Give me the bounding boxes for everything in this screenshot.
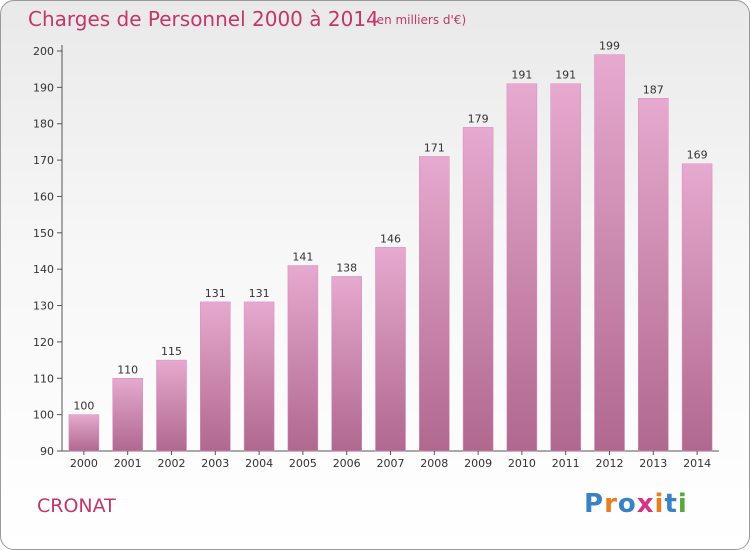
chart-title: Charges de Personnel 2000 à 2014 — [28, 7, 379, 31]
logo-letter: o — [617, 489, 637, 519]
data-label: 131 — [205, 287, 226, 300]
bar — [112, 378, 143, 452]
logo-letter: P — [584, 489, 605, 519]
data-label: 191 — [555, 69, 576, 82]
x-tick-label: 2006 — [333, 457, 361, 470]
proxiti-logo: Proxiti — [584, 489, 688, 519]
x-tick-label: 2012 — [596, 457, 624, 470]
bar — [594, 54, 625, 452]
x-tick-label: 2013 — [639, 457, 667, 470]
data-label: 146 — [380, 232, 401, 245]
x-tick-label: 2008 — [420, 457, 448, 470]
y-tick-label: 200 — [33, 45, 54, 58]
y-tick-label: 180 — [33, 118, 54, 131]
y-tick-label: 120 — [33, 336, 54, 349]
bar — [506, 83, 538, 452]
y-tick-label: 90 — [40, 445, 54, 458]
data-label: 191 — [511, 69, 532, 82]
data-label: 131 — [249, 287, 270, 300]
x-tick-label: 2003 — [201, 457, 229, 470]
logo-letter: i — [654, 489, 665, 519]
bar — [331, 276, 362, 452]
bar — [681, 163, 713, 452]
bar — [287, 265, 319, 452]
y-tick-label: 150 — [33, 227, 54, 240]
y-tick-label: 190 — [33, 81, 54, 94]
bar — [550, 83, 581, 452]
data-label: 115 — [161, 345, 182, 358]
y-tick-label: 170 — [33, 154, 54, 167]
bar — [68, 414, 100, 452]
bar — [375, 247, 406, 452]
chart-subtitle: (en milliers d'€) — [372, 13, 467, 27]
y-tick-label: 140 — [33, 263, 54, 276]
logo-letter: r — [604, 489, 618, 519]
x-tick-label: 2011 — [552, 457, 580, 470]
logo-letter: i — [677, 489, 688, 519]
x-tick-label: 2009 — [464, 457, 492, 470]
data-label: 171 — [424, 141, 445, 154]
data-label: 110 — [117, 363, 138, 376]
logo-letter: x — [636, 489, 655, 519]
x-tick-label: 2004 — [245, 457, 273, 470]
y-tick-label: 110 — [33, 372, 54, 385]
logo-letter: t — [664, 489, 678, 519]
place-name: CRONAT — [37, 495, 116, 517]
x-tick-label: 2000 — [70, 457, 98, 470]
x-tick-label: 2002 — [158, 457, 186, 470]
data-label: 138 — [336, 261, 357, 274]
data-label: 187 — [643, 83, 664, 96]
x-tick-label: 2014 — [683, 457, 711, 470]
bar — [243, 301, 275, 452]
y-tick-label: 130 — [33, 300, 54, 313]
x-tick-label: 2010 — [508, 457, 536, 470]
x-tick-label: 2001 — [114, 457, 142, 470]
data-label: 179 — [468, 112, 489, 125]
data-label: 169 — [687, 149, 708, 162]
bar — [200, 301, 231, 452]
x-tick-label: 2005 — [289, 457, 317, 470]
bar — [462, 127, 494, 452]
data-label: 100 — [73, 400, 94, 413]
data-label: 199 — [599, 40, 620, 53]
bar — [638, 98, 669, 452]
y-tick-label: 100 — [33, 409, 54, 422]
bar — [419, 156, 450, 452]
data-label: 141 — [292, 251, 313, 264]
y-tick-label: 160 — [33, 190, 54, 203]
bar — [156, 359, 187, 452]
x-tick-label: 2007 — [377, 457, 405, 470]
